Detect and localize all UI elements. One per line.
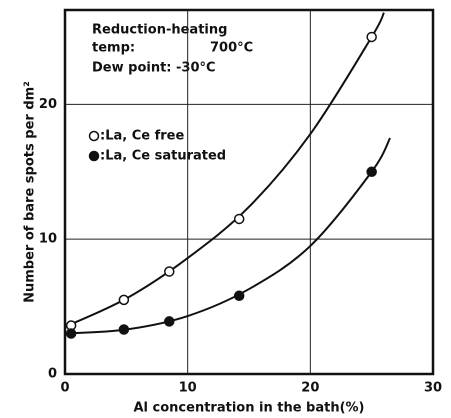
data-point <box>233 213 245 225</box>
data-point <box>65 328 77 339</box>
plot-frame <box>63 8 435 376</box>
annotation: 700°C <box>210 41 253 56</box>
data-point <box>233 290 245 302</box>
y-tick-label: 10 <box>39 232 57 247</box>
data-point <box>164 316 175 327</box>
y-tick-label: 20 <box>39 97 57 112</box>
annotation: Reduction-heating <box>92 23 227 38</box>
annotation: Dew point: -30°C <box>92 61 216 76</box>
x-tick-label: 10 <box>179 381 197 396</box>
data-point <box>366 166 377 178</box>
data-point <box>118 324 130 335</box>
y-axis-label: Number of bare spots per dm² <box>23 81 38 303</box>
annotation: temp: <box>92 41 135 56</box>
y-tick-label: 0 <box>48 367 57 382</box>
x-tick-label: 20 <box>301 381 319 396</box>
legend-marker <box>88 130 100 142</box>
legend-label: :La, Ce saturated <box>100 149 226 164</box>
data-point <box>118 294 130 306</box>
legend-marker <box>88 150 100 162</box>
x-tick-label: 0 <box>60 381 69 396</box>
x-tick-label: 30 <box>424 381 442 396</box>
legend-label: :La, Ce free <box>100 129 184 144</box>
data-point <box>366 31 377 43</box>
data-point <box>164 266 175 277</box>
x-axis-label: Al concentration in the bath(%) <box>134 401 365 416</box>
